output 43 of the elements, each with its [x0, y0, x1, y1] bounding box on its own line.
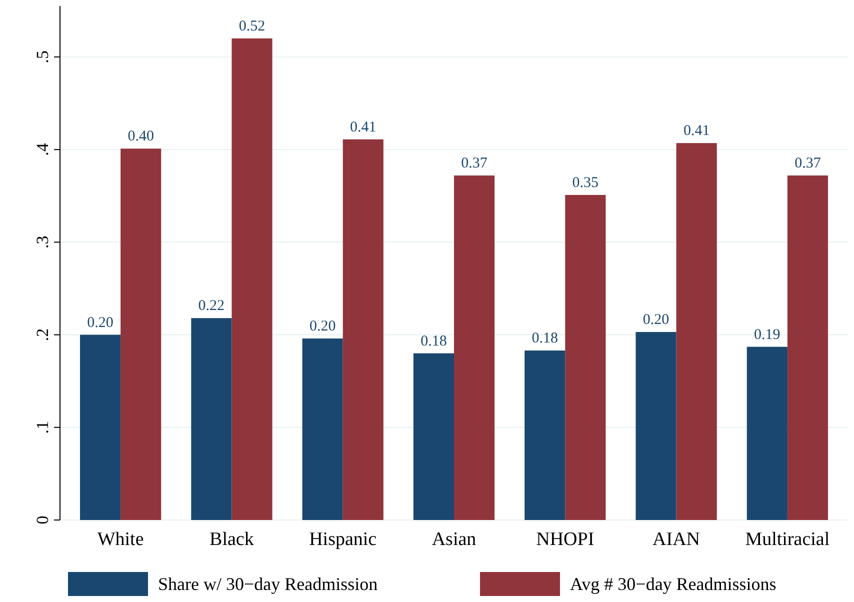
bar: [120, 148, 162, 520]
x-tick-label: White: [97, 529, 144, 550]
bar: [191, 318, 232, 520]
data-label: 0.37: [461, 155, 488, 172]
data-label: 0.19: [754, 326, 780, 343]
y-tick-label: 0: [33, 516, 52, 524]
legend-label: Share w/ 30−day Readmission: [158, 574, 378, 594]
data-label: 0.18: [532, 330, 558, 347]
data-label: 0.35: [572, 174, 599, 191]
data-label: 0.22: [198, 298, 225, 314]
x-tick-label: Asian: [432, 529, 477, 550]
x-tick-label: Multiracial: [745, 529, 830, 550]
bar: [413, 353, 454, 520]
x-tick-label: Black: [210, 529, 254, 550]
legend-label: Avg # 30−day Readmissions: [570, 574, 776, 594]
data-label: 0.52: [238, 18, 266, 34]
data-label: 0.40: [128, 128, 154, 145]
x-tick-label: Hispanic: [309, 529, 377, 550]
y-tick-label: .5: [33, 50, 52, 64]
y-tick-label: .3: [33, 236, 52, 249]
bar: [565, 194, 606, 520]
bar: [746, 346, 788, 520]
bar: [524, 350, 566, 520]
y-tick-label: .2: [33, 328, 52, 342]
x-tick-label: AIAN: [652, 529, 700, 550]
bar: [787, 175, 828, 520]
y-tick-label: .4: [33, 142, 52, 156]
data-label: 0.41: [683, 123, 710, 140]
data-label: 0.20: [309, 318, 336, 334]
bar: [80, 334, 121, 520]
bar: [342, 139, 384, 520]
bar: [676, 143, 717, 520]
bar: [454, 175, 495, 520]
bar: [636, 332, 676, 520]
data-label: 0.41: [350, 119, 376, 136]
data-label: 0.20: [87, 314, 114, 331]
x-tick-label: NHOPI: [536, 529, 594, 550]
data-label: 0.37: [794, 155, 822, 172]
y-tick-label: .1: [33, 421, 52, 434]
data-label: 0.20: [642, 312, 670, 328]
data-label: 0.18: [420, 333, 447, 350]
bar: [302, 338, 343, 520]
bar: [232, 38, 272, 520]
